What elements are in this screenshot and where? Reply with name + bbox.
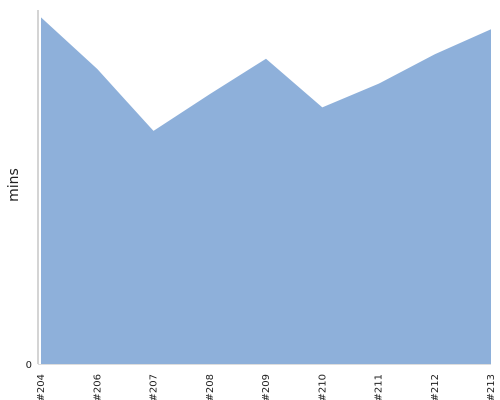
x-tick-label: #210 (317, 374, 328, 400)
y-axis-title: mins (6, 168, 22, 202)
x-tick-label: #207 (149, 374, 160, 400)
x-tick-label: #204 (36, 374, 47, 400)
x-tick-label: #213 (486, 374, 497, 400)
y-tick-label: 0 (26, 360, 32, 371)
x-tick-label: #209 (261, 374, 272, 400)
area-series (41, 17, 491, 365)
x-axis-ticks: #204 #206 #207 #208 #209 #210 #211 #212 #213 (36, 374, 497, 400)
x-tick-label: #208 (205, 374, 216, 400)
y-axis-ticks: 0 (26, 360, 32, 371)
x-tick-label: #212 (430, 374, 441, 400)
x-tick-label: #211 (374, 374, 385, 400)
plot-area (41, 17, 491, 365)
x-tick-label: #206 (92, 374, 103, 400)
